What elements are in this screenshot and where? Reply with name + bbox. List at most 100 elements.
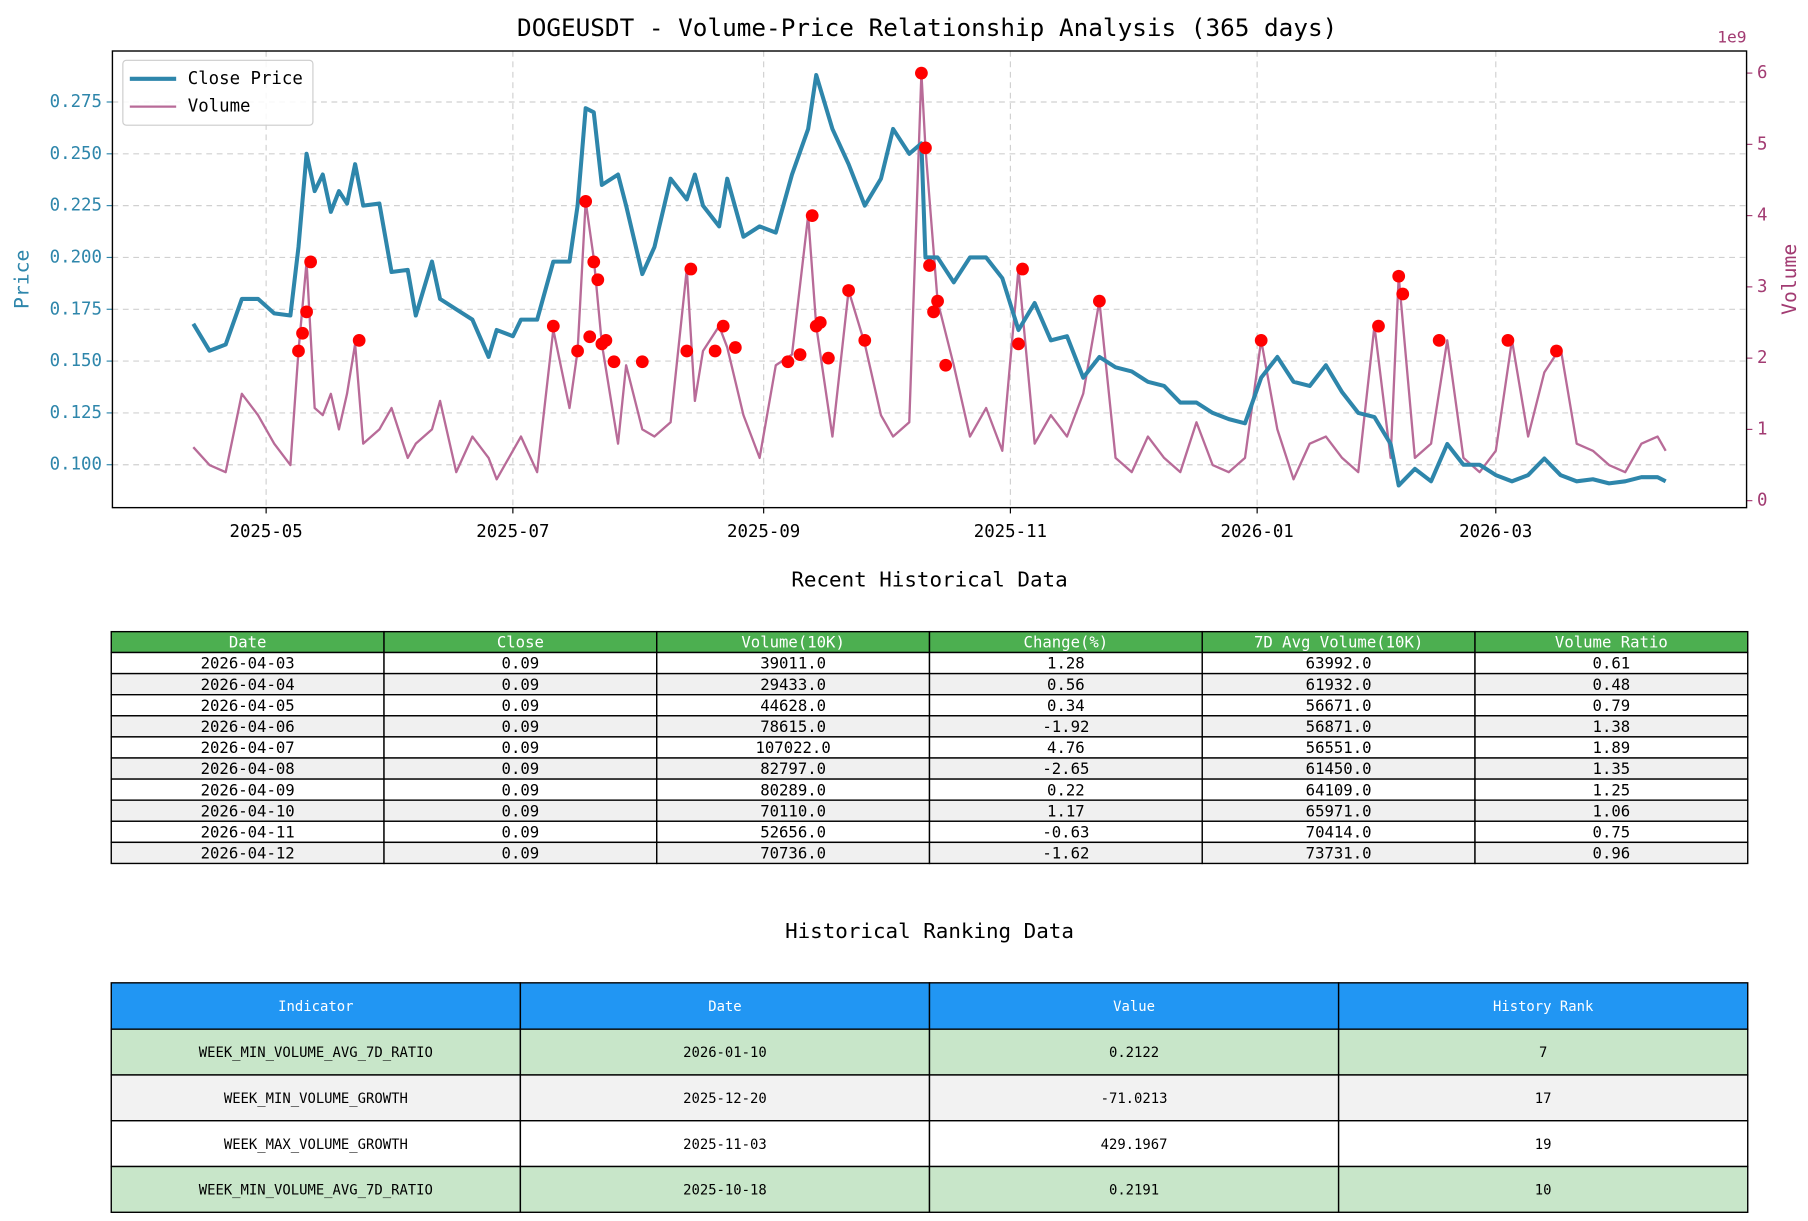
spike-point	[546, 319, 560, 333]
plot-frame	[111, 50, 1748, 509]
table-cell-text: 10	[1535, 1183, 1552, 1199]
table-cell-text: 0.09	[502, 696, 540, 715]
table-cell	[1337, 1074, 1749, 1122]
table-header-text: Date	[708, 999, 741, 1015]
table-cell-text: 2026-04-10	[201, 801, 295, 820]
spike-point	[1392, 269, 1406, 283]
table-cell-text: 2026-04-08	[201, 759, 295, 778]
spike-point	[1254, 333, 1268, 347]
spike-point	[304, 255, 317, 269]
table-cell-text: 52656.0	[760, 822, 826, 841]
table-cell	[110, 1120, 522, 1168]
table-cell-text: 1.35	[1593, 759, 1631, 778]
y2-tick-label: 6	[1757, 63, 1767, 83]
table-cell-text: 2025-12-20	[683, 1091, 767, 1107]
table-header-cell	[1337, 982, 1749, 1030]
y2-tick-label: 1	[1757, 419, 1767, 439]
table-header-cell	[928, 982, 1340, 1030]
table-cell-text: 0.56	[1047, 675, 1085, 694]
table-cell-text: WEEK_MIN_VOLUME_AVG_7D_RATIO	[199, 1045, 433, 1061]
spike-point	[680, 344, 694, 358]
y-tick-label: 0.100	[50, 455, 102, 475]
spike-point	[1093, 294, 1106, 308]
y-tick-label: 0.200	[50, 247, 102, 267]
spike-point	[1396, 287, 1410, 301]
x-tick-label: 2026-03	[1459, 522, 1532, 542]
table-cell-text: 0.2122	[1109, 1045, 1159, 1061]
table-cell-text: 2026-04-05	[201, 696, 295, 715]
table-header-text: Volume Ratio	[1555, 633, 1668, 652]
legend-label: Close Price	[188, 69, 303, 89]
table-cell-text: 61932.0	[1306, 675, 1372, 694]
y2-tick-label: 0	[1757, 491, 1767, 511]
table-cell-text: 429.1967	[1101, 1137, 1168, 1153]
table-cell-text: 1.25	[1593, 780, 1631, 799]
table-cell-text: 0.09	[502, 654, 540, 673]
spike-point	[728, 341, 742, 354]
spike-point	[607, 355, 621, 369]
table-header-text: Volume(10K)	[741, 633, 844, 652]
table-cell-text: 0.61	[1593, 654, 1631, 673]
y-tick-label: 0.250	[50, 144, 102, 164]
table-header-text: History Rank	[1493, 999, 1594, 1015]
table-cell	[519, 1165, 931, 1213]
spike-point	[931, 294, 944, 308]
table-cell-text: 2025-10-18	[683, 1183, 767, 1199]
table-header-text: Indicator	[278, 999, 353, 1015]
spike-point	[1550, 344, 1563, 358]
table-cell	[928, 1028, 1340, 1076]
table-cell-text: 4.76	[1047, 738, 1085, 757]
table-cell-text: 80289.0	[760, 780, 826, 799]
table-cell-text: 2026-04-06	[201, 717, 295, 736]
table-cell-text: 2026-01-10	[683, 1045, 767, 1061]
table-cell-text: 0.48	[1593, 675, 1631, 694]
legend-box	[122, 59, 314, 126]
y2-axis-label: Volume	[1778, 244, 1801, 315]
table-cell-text: 2026-04-11	[201, 822, 295, 841]
table-cell-text: 0.09	[502, 717, 540, 736]
table-header-text: Close	[497, 633, 544, 652]
spike-point	[591, 273, 605, 287]
table-header-text: 7D Avg Volume(10K)	[1254, 633, 1423, 652]
spike-point	[1372, 319, 1385, 333]
table-cell-text: 0.75	[1593, 822, 1631, 841]
table-cell-text: 2026-04-04	[201, 675, 295, 694]
table-cell-text: 2026-04-12	[201, 844, 295, 863]
table-cell-text: 2026-04-09	[201, 780, 295, 799]
table-cell-text: 0.79	[1593, 696, 1631, 715]
table-cell	[519, 1074, 931, 1122]
table-cell-text: 70736.0	[760, 844, 826, 863]
table-cell-text: 70110.0	[760, 801, 826, 820]
spike-point	[821, 351, 835, 365]
spike-point	[571, 344, 584, 358]
table-cell-text: 0.09	[502, 738, 540, 757]
table-cell	[928, 1165, 1340, 1213]
table-cell-text: 63992.0	[1306, 654, 1372, 673]
table-cell-text: 1.38	[1593, 717, 1631, 736]
table-title: Historical Ranking Data	[785, 919, 1074, 943]
table-cell	[1474, 841, 1749, 865]
spike-point	[296, 326, 309, 340]
table-cell-text: -1.62	[1042, 844, 1089, 863]
spike-point	[781, 355, 795, 369]
table-cell-text: 2026-04-07	[201, 738, 295, 757]
table-cell-text: 64109.0	[1306, 780, 1372, 799]
spike-point	[684, 262, 698, 276]
table-cell-text: -1.92	[1042, 717, 1089, 736]
y-tick-label: 0.275	[50, 92, 102, 112]
x-tick-label: 2025-07	[476, 522, 549, 542]
spike-point	[300, 305, 313, 319]
table-cell-text: 0.09	[502, 844, 540, 863]
table-cell	[1337, 1165, 1749, 1213]
table-cell-text: 29433.0	[760, 675, 826, 694]
legend-label: Volume	[188, 97, 251, 117]
table-cell-text: -71.0213	[1101, 1091, 1168, 1107]
table-cell-text: 65971.0	[1306, 801, 1372, 820]
table-cell-text: 0.09	[502, 759, 540, 778]
table-cell-text: 1.28	[1047, 654, 1085, 673]
spike-point	[635, 355, 649, 369]
table-cell	[110, 1028, 522, 1076]
series-line	[192, 71, 1667, 481]
x-tick-label: 2025-11	[974, 522, 1047, 542]
